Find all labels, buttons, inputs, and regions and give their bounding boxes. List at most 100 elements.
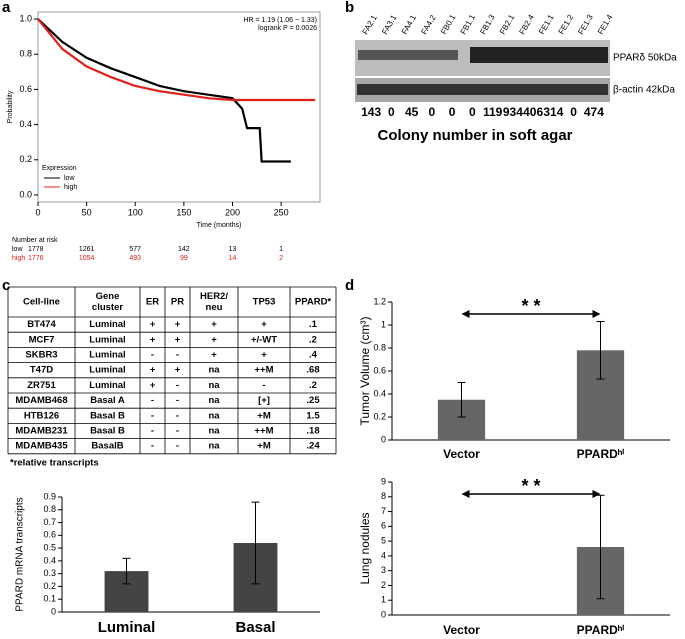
y-tick-label: 0.6 [43, 530, 56, 540]
plot-frame [37, 11, 321, 203]
lane-label: FE1.4 [596, 13, 615, 36]
panel-label: a [2, 0, 11, 16]
table-cell: +/-WT [251, 334, 277, 345]
table-cell: .25 [306, 395, 320, 406]
x-tick-label: PPARDʰⁱ [577, 623, 625, 637]
colony-number: 406 [523, 105, 543, 119]
risk-count: 1778 [28, 246, 44, 253]
table-cell: - [262, 380, 265, 391]
colony-number: 934 [503, 105, 523, 119]
table-cell: .68 [306, 365, 319, 376]
risk-count: 14 [229, 255, 237, 262]
lane-label: FE1.2 [557, 13, 576, 36]
table-cell: ZR751 [27, 380, 56, 391]
table-cell: + [211, 319, 217, 330]
y-tick-label: 0.8 [43, 504, 56, 514]
table-cell: HTB126 [24, 410, 59, 421]
colony-number: 0 [388, 105, 395, 119]
table-cell: .24 [306, 441, 320, 452]
table-cell: ++M [254, 426, 273, 437]
table-cell: - [151, 441, 154, 452]
table-cell: - [176, 350, 179, 361]
table-header: PR [171, 297, 184, 308]
table-cell: - [176, 441, 179, 452]
table-footnote: *relative transcripts [10, 457, 99, 468]
table-cell: Basal B [90, 426, 125, 437]
table-cell: + [150, 319, 156, 330]
y-tick-label: 9 [381, 476, 386, 486]
y-tick-label: 4 [381, 550, 386, 560]
y-tick-label: 1 [381, 595, 386, 605]
table-cell: MDAMB231 [15, 426, 68, 437]
table-cell: Basal A [90, 395, 125, 406]
table-header: ER [146, 297, 159, 308]
y-axis-label: Tumor Volume (cm³) [358, 317, 372, 426]
y-tick-label: 0.8 [373, 342, 386, 352]
table-cell: - [151, 395, 154, 406]
y-tick-label: 0.9 [43, 491, 56, 501]
table-cell: na [208, 395, 220, 406]
table-cell: na [208, 441, 220, 452]
y-tick-label: 0.6 [19, 84, 32, 94]
y-tick-label: 0.4 [373, 388, 386, 398]
table-header: cluster [92, 302, 123, 313]
risk-count: 493 [129, 255, 141, 262]
risk-count: 142 [178, 246, 190, 253]
y-tick-label: 1 [381, 319, 386, 329]
table-cell: +M [257, 441, 271, 452]
colony-number: 119 [483, 105, 503, 119]
table-cell: SKBR3 [25, 350, 57, 361]
table-header: PPARD* [295, 297, 332, 308]
table-header: neu [206, 302, 223, 313]
km-curve [37, 18, 316, 102]
table-cell: Luminal [89, 350, 125, 361]
table-header: Gene [96, 291, 120, 302]
table-cell: + [211, 350, 217, 361]
y-tick-label: 6 [381, 521, 386, 531]
table-cell: Basal B [90, 410, 125, 421]
lane-label: FE1.1 [537, 13, 556, 36]
risk-label: high [12, 255, 25, 262]
table-cell: +M [257, 410, 271, 421]
table-cell: + [150, 334, 156, 345]
table-cell: MDAMB468 [15, 395, 67, 406]
table-cell: + [175, 365, 181, 376]
blot-band [358, 50, 458, 60]
y-tick-label: 0.3 [43, 568, 56, 578]
blot-band [357, 84, 608, 95]
table-cell: .18 [306, 426, 319, 437]
table-cell: .1 [309, 319, 318, 330]
risk-count: 1054 [79, 255, 95, 262]
risk-title: Number at risk [12, 237, 58, 244]
x-tick-label: 250 [274, 207, 289, 217]
y-tick-label: 0 [381, 609, 386, 619]
y-tick-label: 0.0 [19, 189, 32, 199]
table-header: Cell-line [23, 297, 60, 308]
panel-label: c [2, 277, 10, 294]
table-cell: [+] [258, 395, 270, 406]
lane-label: FB2.1 [498, 13, 517, 36]
table-cell: .4 [309, 350, 318, 361]
table-cell: na [208, 380, 220, 391]
x-tick-label: 50 [82, 207, 92, 217]
y-tick-label: 0.5 [43, 542, 56, 552]
band-label: β-actin 42kDa [613, 85, 675, 96]
lane-label: FB0.1 [439, 13, 458, 36]
x-axis-label: Time (months) [197, 222, 242, 229]
table-cell: + [211, 334, 217, 345]
y-tick-label: 0.8 [19, 49, 32, 59]
table-cell: MDAMB435 [15, 441, 68, 452]
y-tick-label: 0 [381, 434, 386, 444]
y-tick-label: 3 [381, 565, 386, 575]
risk-count: 99 [180, 255, 188, 262]
table-cell: 1.5 [306, 410, 320, 421]
km-curve [37, 18, 291, 163]
risk-label: low [12, 246, 23, 253]
y-tick-label: 0.4 [43, 555, 56, 565]
table-cell: + [150, 380, 156, 391]
table-cell: - [151, 410, 154, 421]
risk-count: 2 [279, 255, 283, 262]
x-tick-label: 200 [225, 207, 240, 217]
colony-number: 143 [361, 105, 381, 119]
